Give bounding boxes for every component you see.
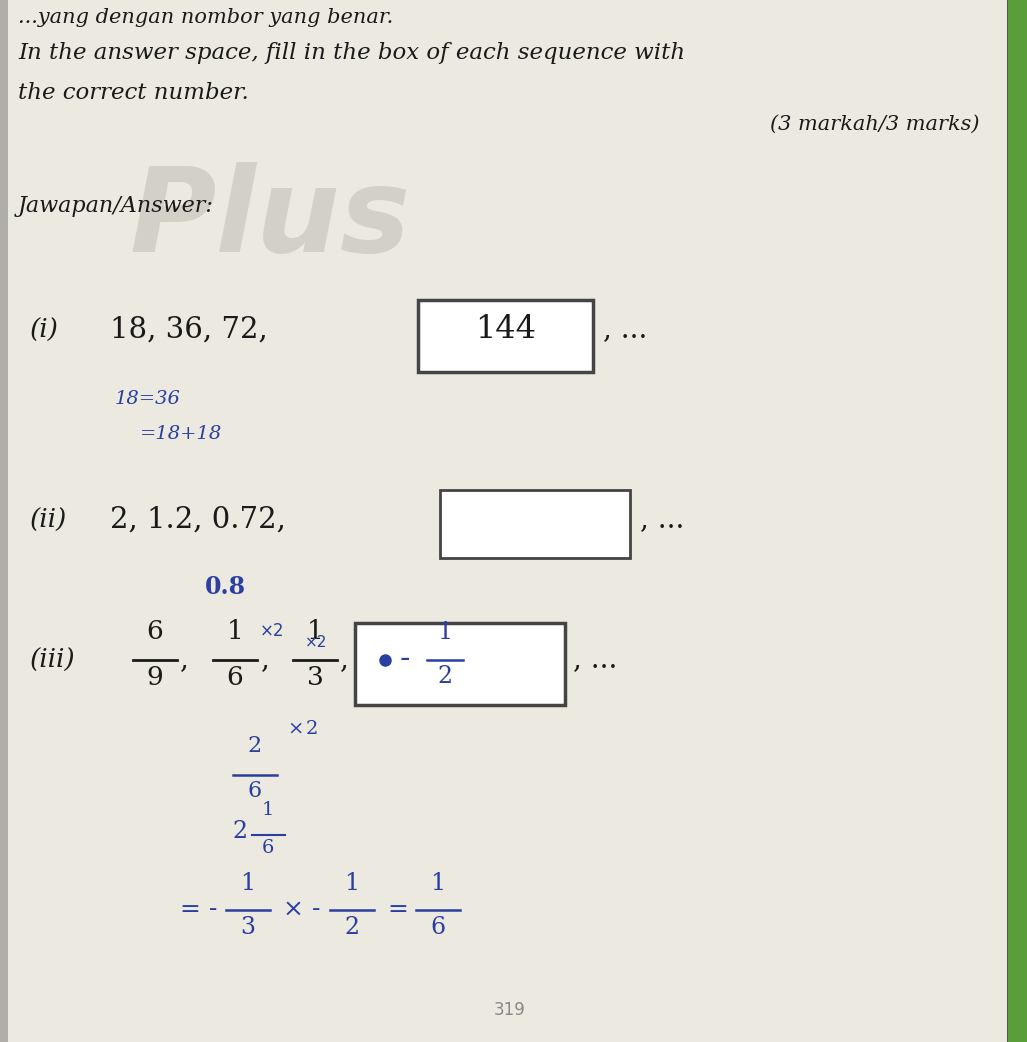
Text: ,: , <box>340 646 349 673</box>
Text: 0.8: 0.8 <box>204 575 245 599</box>
Text: = -: = - <box>180 898 218 921</box>
Text: -: - <box>400 643 411 673</box>
Text: , ...: , ... <box>603 317 647 344</box>
Text: In the answer space, fill in the box of each sequence with: In the answer space, fill in the box of … <box>18 42 685 64</box>
Text: ,: , <box>180 646 189 673</box>
Text: 6: 6 <box>227 665 243 690</box>
Text: 1: 1 <box>240 872 256 895</box>
Text: , ...: , ... <box>640 506 684 534</box>
Text: 1: 1 <box>430 872 446 895</box>
FancyBboxPatch shape <box>0 0 8 1042</box>
Text: (3 markah/3 marks): (3 markah/3 marks) <box>770 115 980 134</box>
Text: 2, 1.2, 0.72,: 2, 1.2, 0.72, <box>110 506 286 534</box>
Text: =: = <box>380 898 417 921</box>
Text: 1: 1 <box>227 619 243 644</box>
FancyBboxPatch shape <box>355 623 565 705</box>
FancyBboxPatch shape <box>418 300 593 372</box>
Text: 3: 3 <box>240 916 256 939</box>
Text: 2: 2 <box>306 720 318 738</box>
Text: ×2: ×2 <box>305 635 328 650</box>
Text: (ii): (ii) <box>30 507 67 532</box>
Text: 2: 2 <box>438 665 453 688</box>
Text: 18, 36, 72,: 18, 36, 72, <box>110 316 268 344</box>
Text: the correct number.: the correct number. <box>18 82 249 104</box>
Text: 6: 6 <box>262 839 274 857</box>
Text: 6: 6 <box>248 780 262 802</box>
Text: ×: × <box>287 720 303 738</box>
FancyBboxPatch shape <box>1007 0 1027 1042</box>
Text: 1: 1 <box>344 872 359 895</box>
Text: 319: 319 <box>494 1001 526 1019</box>
Text: 6: 6 <box>430 916 446 939</box>
Text: 2: 2 <box>248 735 262 756</box>
FancyBboxPatch shape <box>440 490 630 559</box>
Text: 1: 1 <box>262 801 274 819</box>
Text: 6: 6 <box>147 619 163 644</box>
Text: 9: 9 <box>147 665 163 690</box>
Text: ×2: ×2 <box>260 622 284 640</box>
Text: Jawapan/Answer:: Jawapan/Answer: <box>18 195 214 217</box>
Text: 1: 1 <box>307 619 324 644</box>
Text: 2: 2 <box>232 819 248 843</box>
Text: ,: , <box>261 646 270 673</box>
Text: 3: 3 <box>307 665 324 690</box>
Text: Plus: Plus <box>129 163 411 277</box>
Text: (iii): (iii) <box>30 647 76 672</box>
Text: ...yang dengan nombor yang benar.: ...yang dengan nombor yang benar. <box>18 8 393 27</box>
Text: × -: × - <box>275 898 320 921</box>
Text: (i): (i) <box>30 318 59 343</box>
Text: 18=36: 18=36 <box>115 390 181 408</box>
Text: , ...: , ... <box>573 646 617 673</box>
Text: =18+18: =18+18 <box>140 425 222 443</box>
Text: 2: 2 <box>344 916 359 939</box>
Text: 1: 1 <box>438 621 453 644</box>
Text: 144: 144 <box>476 315 536 346</box>
